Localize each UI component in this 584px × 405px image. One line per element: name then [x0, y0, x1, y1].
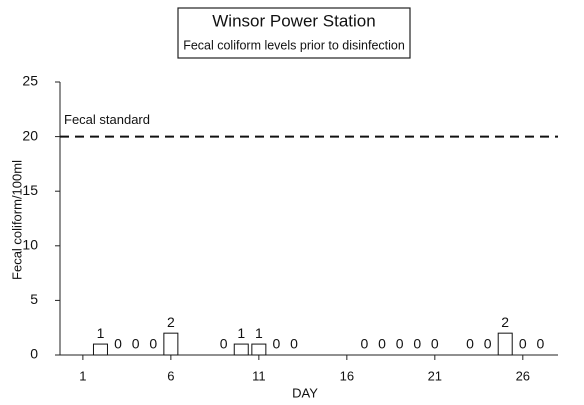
- x-tick-label: 26: [516, 368, 530, 383]
- y-tick-label: 25: [22, 73, 38, 89]
- data-label: 0: [537, 336, 545, 352]
- bar: [163, 332, 179, 356]
- data-label: 0: [273, 336, 281, 352]
- y-tick-label: 15: [22, 182, 38, 198]
- bar: [233, 343, 249, 356]
- data-label: 0: [484, 336, 492, 352]
- data-label: 0: [431, 336, 439, 352]
- data-label: 0: [378, 336, 386, 352]
- y-tick-label: 10: [22, 237, 38, 253]
- data-label: 0: [396, 336, 404, 352]
- x-tick-label: 16: [340, 368, 354, 383]
- data-label: 0: [361, 336, 369, 352]
- reference-label: Fecal standard: [64, 112, 150, 127]
- y-tick-label: 5: [30, 291, 38, 307]
- data-label: 0: [220, 336, 228, 352]
- title-box: [177, 7, 411, 59]
- x-tick-label: 11: [252, 368, 266, 383]
- data-label: 0: [290, 336, 298, 352]
- chart-subtitle: Fecal coliform levels prior to disinfect…: [183, 38, 405, 52]
- y-tick-label: 0: [30, 346, 38, 362]
- data-label: 0: [413, 336, 421, 352]
- x-tick-label: 6: [167, 368, 174, 383]
- data-label: 2: [501, 314, 509, 330]
- data-label: 0: [132, 336, 140, 352]
- data-label: 0: [519, 336, 527, 352]
- y-tick-label: 20: [22, 127, 38, 143]
- data-label: 0: [114, 336, 122, 352]
- data-label: 1: [255, 325, 263, 341]
- data-label: 0: [466, 336, 474, 352]
- bar: [92, 343, 108, 356]
- y-axis-label: Fecal coliform/100ml: [9, 160, 24, 280]
- x-tick-label: 21: [428, 368, 442, 383]
- data-label: 0: [149, 336, 157, 352]
- x-axis-label: DAY: [292, 385, 318, 400]
- data-label: 1: [97, 325, 105, 341]
- bar: [251, 343, 267, 356]
- data-label: 1: [237, 325, 245, 341]
- chart-title: Winsor Power Station: [212, 11, 375, 30]
- bar: [497, 332, 513, 356]
- data-label: 2: [167, 314, 175, 330]
- x-tick-label: 1: [79, 368, 86, 383]
